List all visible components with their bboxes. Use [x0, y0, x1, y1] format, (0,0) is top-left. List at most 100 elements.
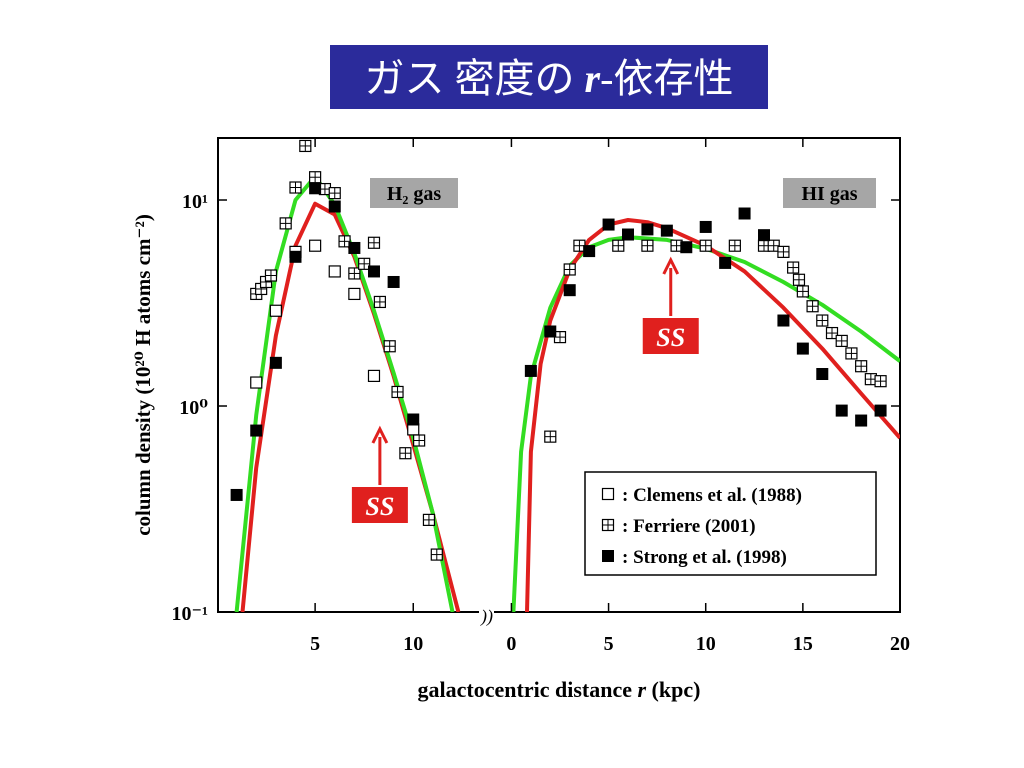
xlabel-part: r — [637, 677, 646, 702]
marker-box — [250, 376, 263, 389]
y-tick-label: 10⁻¹ — [171, 603, 208, 625]
marker-plus — [348, 267, 361, 280]
model-curve — [525, 218, 900, 612]
marker-filled — [602, 218, 615, 231]
marker-open — [250, 376, 263, 389]
marker-box — [524, 364, 537, 377]
marker-plus — [544, 430, 557, 443]
marker-box — [563, 284, 576, 297]
x-tick-label: 10 — [696, 633, 716, 655]
marker-plus — [816, 314, 829, 327]
marker-box — [855, 414, 868, 427]
axis-break-gap — [479, 605, 494, 619]
marker-plus — [845, 347, 858, 360]
marker-filled — [738, 207, 751, 220]
marker-plus — [367, 236, 381, 249]
marker-box — [269, 356, 282, 369]
marker-box — [309, 239, 322, 252]
marker-plus — [641, 239, 654, 252]
marker-plus — [413, 434, 426, 447]
marker-plus — [422, 513, 436, 526]
marker-plus — [289, 181, 302, 194]
arrow-head — [371, 425, 389, 444]
panel-label: H₂ gas — [387, 183, 442, 205]
marker-filled — [563, 284, 576, 297]
marker-box — [641, 223, 654, 236]
title-part: ガス 密度の — [365, 56, 585, 101]
marker-filled — [387, 275, 400, 288]
annotation-text: SS — [656, 323, 685, 352]
marker-filled — [407, 413, 420, 426]
annotation-box — [642, 318, 699, 354]
marker-plus — [309, 171, 322, 184]
axis-break: )) — [480, 606, 493, 627]
marker-box — [874, 404, 887, 417]
marker-box — [289, 250, 302, 263]
marker-open — [367, 369, 381, 383]
marker-box — [367, 265, 380, 278]
marker-box — [328, 200, 341, 213]
marker-box — [835, 404, 848, 417]
marker-filled — [544, 325, 557, 338]
legend-label: : Strong et al. (1998) — [622, 547, 787, 568]
marker-plus — [728, 239, 741, 252]
marker-plus — [279, 217, 292, 230]
marker-filled — [583, 245, 596, 258]
legend-label: : Clemens et al. (1988) — [622, 485, 802, 506]
marker-filled — [796, 342, 809, 355]
marker-box — [269, 304, 282, 317]
marker-filled — [348, 241, 361, 254]
title-part: r — [585, 56, 601, 101]
panel-label: HI gas — [801, 183, 857, 205]
marker-box — [719, 256, 732, 269]
marker-filled — [660, 224, 673, 237]
plot-frame — [217, 137, 901, 613]
marker-filled — [641, 223, 654, 236]
marker-open — [309, 239, 322, 252]
marker-filled — [719, 256, 732, 269]
marker-plus — [601, 518, 615, 532]
marker-filled — [816, 368, 829, 381]
marker-plus — [806, 300, 819, 313]
marker-filled — [777, 314, 790, 327]
marker-filled — [699, 220, 712, 233]
annotation-text: SS — [365, 492, 394, 521]
xlabel-part: (kpc) — [646, 677, 700, 702]
marker-plus — [767, 239, 780, 252]
marker-plus — [399, 447, 412, 460]
marker-box — [680, 241, 693, 254]
marker-box — [544, 325, 557, 338]
marker-plus — [358, 257, 371, 270]
legend-label: : Ferriere (2001) — [622, 516, 756, 537]
marker-plus — [563, 263, 576, 276]
title-part: -依存性 — [600, 56, 733, 101]
marker-filled — [855, 414, 868, 427]
x-tick-label: 15 — [793, 633, 813, 655]
marker-box — [602, 218, 615, 231]
marker-box — [407, 423, 420, 436]
marker-open — [407, 423, 420, 436]
marker-box — [583, 245, 596, 258]
marker-open — [348, 287, 361, 301]
marker-box — [622, 228, 634, 241]
marker-filled — [309, 182, 322, 195]
marker-filled — [680, 241, 693, 254]
y-tick-label: 10¹ — [182, 191, 208, 213]
marker-box — [777, 314, 790, 327]
annotation-box — [351, 487, 408, 523]
marker-box — [601, 487, 615, 501]
marker-plus — [391, 385, 404, 399]
marker-filled — [289, 250, 302, 263]
marker-filled — [874, 404, 887, 417]
marker-box — [348, 241, 361, 254]
marker-filled — [622, 228, 634, 241]
legend-box — [584, 471, 877, 576]
marker-plus — [699, 239, 712, 252]
marker-filled — [835, 404, 848, 417]
marker-plus — [777, 245, 790, 258]
marker-open — [269, 304, 282, 317]
marker-filled — [269, 356, 282, 369]
marker-filled — [367, 265, 380, 278]
title-box — [330, 45, 768, 109]
